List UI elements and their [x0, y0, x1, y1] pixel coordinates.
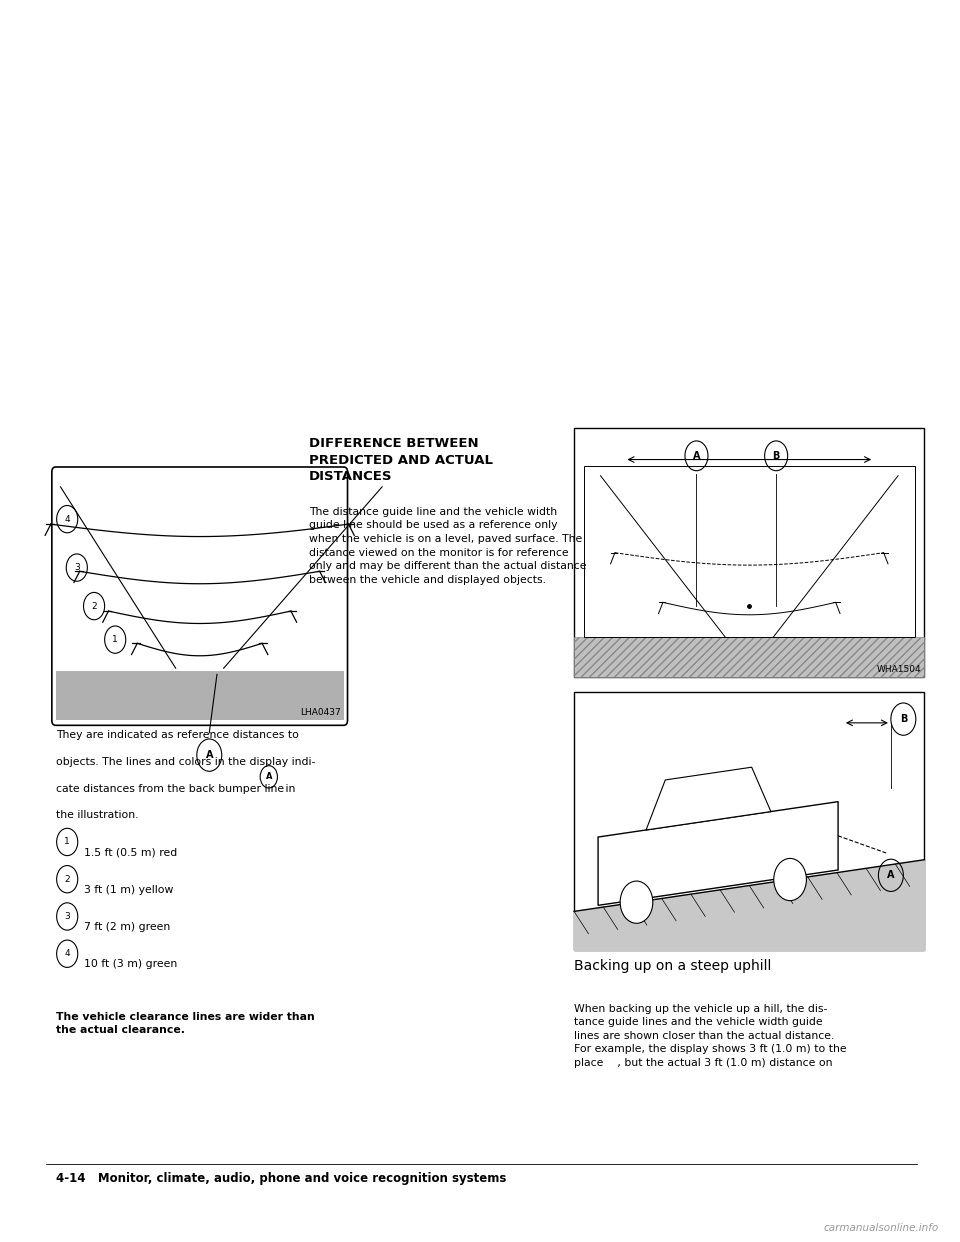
- Text: 1.5 ft (0.5 m) red: 1.5 ft (0.5 m) red: [84, 847, 178, 858]
- Text: A: A: [205, 750, 213, 760]
- Text: WHA1504: WHA1504: [877, 666, 922, 674]
- Text: 1: 1: [64, 837, 70, 847]
- Text: in: in: [282, 784, 296, 794]
- Text: A: A: [693, 451, 700, 461]
- Text: 4: 4: [64, 949, 70, 959]
- Text: 3: 3: [64, 912, 70, 922]
- Text: cate distances from the back bumper line: cate distances from the back bumper line: [56, 784, 284, 794]
- Text: They are indicated as reference distances to: They are indicated as reference distance…: [56, 730, 299, 740]
- Text: A: A: [887, 871, 895, 881]
- Bar: [574, 637, 924, 677]
- Polygon shape: [646, 768, 771, 830]
- Text: carmanualsonline.info: carmanualsonline.info: [824, 1223, 939, 1233]
- Circle shape: [774, 858, 806, 900]
- Text: 3 ft (1 m) yellow: 3 ft (1 m) yellow: [84, 884, 174, 895]
- FancyBboxPatch shape: [52, 467, 348, 725]
- Text: LHA0437: LHA0437: [300, 708, 341, 717]
- Circle shape: [620, 881, 653, 923]
- Bar: [574, 428, 924, 677]
- Bar: [574, 692, 924, 950]
- Text: When backing up the vehicle up a hill, the dis-
tance guide lines and the vehicl: When backing up the vehicle up a hill, t…: [574, 1004, 847, 1068]
- Text: B: B: [773, 451, 780, 461]
- Text: Backing up on a steep uphill: Backing up on a steep uphill: [574, 959, 772, 972]
- Text: 2: 2: [91, 601, 97, 611]
- Text: A: A: [266, 773, 272, 781]
- Text: The distance guide line and the vehicle width
guide line should be used as a ref: The distance guide line and the vehicle …: [309, 507, 587, 585]
- Text: 3: 3: [74, 563, 80, 573]
- Polygon shape: [598, 801, 838, 905]
- Bar: [584, 466, 915, 637]
- Text: 7 ft (2 m) green: 7 ft (2 m) green: [84, 922, 171, 933]
- Text: DIFFERENCE BETWEEN
PREDICTED AND ACTUAL
DISTANCES: DIFFERENCE BETWEEN PREDICTED AND ACTUAL …: [309, 437, 493, 483]
- Bar: [56, 671, 344, 720]
- Text: 4: 4: [64, 514, 70, 524]
- Text: 4-14   Monitor, climate, audio, phone and voice recognition systems: 4-14 Monitor, climate, audio, phone and …: [56, 1172, 506, 1185]
- Text: 2: 2: [64, 874, 70, 884]
- Text: the illustration.: the illustration.: [56, 811, 138, 821]
- Text: B: B: [900, 714, 907, 724]
- Text: objects. The lines and colors in the display indi-: objects. The lines and colors in the dis…: [56, 758, 315, 768]
- Text: The vehicle clearance lines are wider than
the actual clearance.: The vehicle clearance lines are wider th…: [56, 1011, 315, 1035]
- Text: 10 ft (3 m) green: 10 ft (3 m) green: [84, 959, 178, 970]
- Text: 1: 1: [112, 635, 118, 645]
